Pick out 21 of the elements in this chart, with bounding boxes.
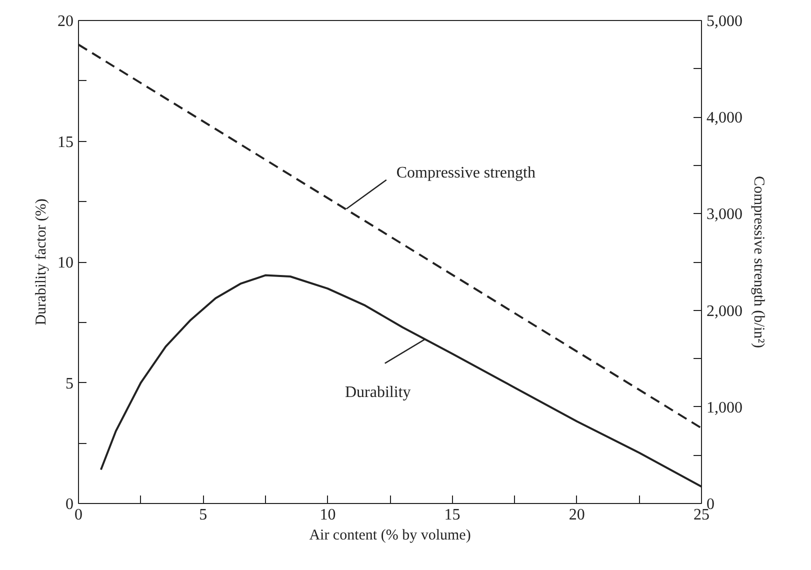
x-axis-title: Air content (% by volume) [309, 528, 471, 544]
y2-tick-label: 2,000 [706, 302, 742, 320]
x-tick-label: 10 [320, 506, 336, 524]
y-tick-label: 0 [66, 496, 74, 513]
y-tick-label: 20 [58, 13, 74, 30]
y2-tick-label: 0 [706, 496, 714, 513]
annotation: Compressive strength [396, 164, 536, 182]
y-tick-label: 10 [58, 254, 74, 272]
y-tick-label: 15 [58, 134, 74, 151]
x-tick-label: 20 [568, 506, 585, 524]
y2-tick-label: 1,000 [706, 399, 742, 416]
y2-tick-label: 3,000 [706, 206, 742, 224]
y2-tick-label: 4,000 [706, 110, 742, 127]
annotation: Durability [345, 384, 411, 401]
y2-axis-title: Compressive strength (b/in²) [750, 176, 766, 348]
y2-tick-label: 5,000 [706, 13, 742, 30]
y-axis-title: Durability factor (%) [34, 198, 50, 326]
x-tick-label: 5 [199, 506, 208, 524]
x-tick-label: 15 [444, 506, 460, 524]
line-series [100, 274, 702, 488]
y-tick-label: 5 [66, 375, 74, 392]
